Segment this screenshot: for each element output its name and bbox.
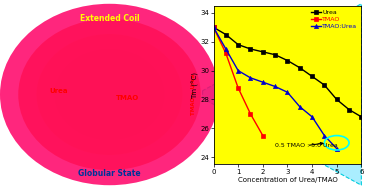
- TMAO: [261, 134, 265, 137]
- Line: Urea: Urea: [211, 25, 364, 119]
- TMAO:Urea: [310, 116, 314, 118]
- TMAO:Urea: [297, 106, 302, 108]
- Ellipse shape: [91, 79, 128, 110]
- Ellipse shape: [55, 49, 164, 140]
- Urea: [273, 54, 277, 56]
- Text: Extended Coil: Extended Coil: [80, 14, 139, 23]
- Urea: [211, 26, 216, 29]
- Urea: [297, 67, 302, 69]
- Text: 0.5 TMAO : 5.0 Urea: 0.5 TMAO : 5.0 Urea: [275, 143, 338, 148]
- TMAO: [224, 52, 228, 54]
- Urea: [285, 59, 290, 62]
- Line: TMAO: TMAO: [211, 25, 265, 138]
- Ellipse shape: [0, 4, 219, 185]
- Urea: [359, 116, 364, 118]
- TMAO: [236, 87, 240, 89]
- Ellipse shape: [73, 64, 146, 125]
- TMAO:Urea: [285, 91, 290, 93]
- Urea: [347, 108, 351, 111]
- TMAO:Urea: [236, 70, 240, 72]
- TMAO:Urea: [322, 134, 327, 137]
- Legend: Urea, TMAO, TMAO:Urea: Urea, TMAO, TMAO:Urea: [310, 8, 360, 31]
- Polygon shape: [203, 4, 361, 185]
- Text: Urea: Urea: [49, 88, 68, 94]
- TMAO:Urea: [273, 85, 277, 88]
- Urea: [322, 84, 327, 86]
- Urea: [236, 43, 240, 46]
- Text: Globular State: Globular State: [78, 169, 141, 178]
- Urea: [224, 33, 228, 36]
- X-axis label: Concentration of Urea/TMAO: Concentration of Urea/TMAO: [238, 177, 337, 183]
- Urea: [261, 51, 265, 53]
- Text: TMAO + Urea: TMAO + Urea: [191, 74, 196, 115]
- TMAO: [211, 26, 216, 29]
- TMAO:Urea: [248, 77, 253, 79]
- Urea: [248, 48, 253, 50]
- Ellipse shape: [36, 34, 182, 155]
- Text: TMAO: TMAO: [116, 95, 139, 101]
- Ellipse shape: [18, 19, 201, 170]
- Y-axis label: Tm (°C): Tm (°C): [192, 72, 199, 98]
- TMAO:Urea: [211, 26, 216, 29]
- Urea: [310, 75, 314, 77]
- Urea: [334, 98, 339, 101]
- Line: TMAO:Urea: TMAO:Urea: [211, 25, 339, 151]
- TMAO:Urea: [224, 48, 228, 50]
- TMAO:Urea: [334, 147, 339, 150]
- TMAO:Urea: [261, 81, 265, 83]
- TMAO: [248, 113, 253, 115]
